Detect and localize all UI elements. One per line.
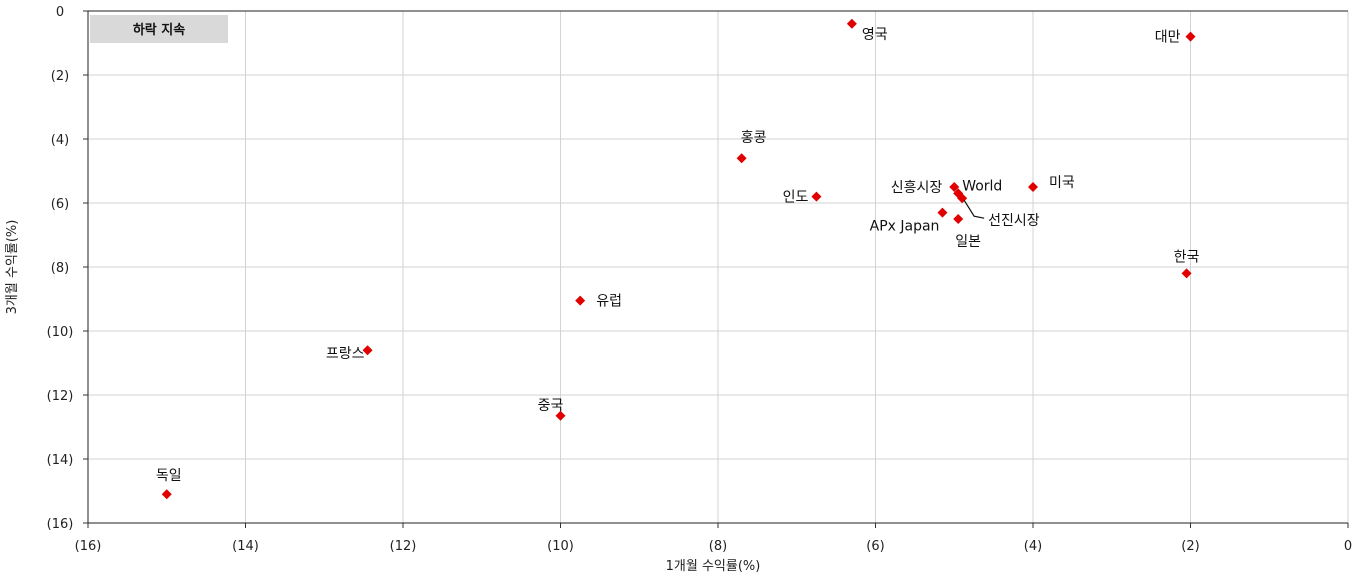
annotation-badge — [90, 15, 228, 43]
x-tick-label: (8) — [709, 539, 727, 554]
data-point-marker — [1028, 182, 1038, 192]
x-axis-title: 1개월 수익률(%) — [666, 559, 761, 574]
point-label: 미국 — [1049, 175, 1075, 191]
point-label: 프랑스 — [326, 346, 365, 362]
data-point-marker — [736, 153, 747, 164]
y-tick-label: (16) — [47, 517, 74, 532]
point-label: 인도 — [783, 190, 809, 206]
annotation-text: 하락 지속 — [133, 22, 185, 38]
data-point-marker — [575, 295, 586, 306]
x-tick-label: (12) — [390, 539, 417, 554]
data-point-marker — [949, 182, 960, 192]
data-points — [161, 18, 1196, 500]
point-label: 독일 — [156, 468, 182, 484]
y-tick-label: (10) — [47, 325, 74, 340]
data-point-marker — [846, 18, 857, 29]
data-point-marker — [1181, 268, 1192, 279]
point-label: 신흥시장 — [891, 180, 943, 196]
y-tick-label: (4) — [51, 133, 69, 148]
x-tick-label: (6) — [866, 539, 884, 554]
point-label: 대만 — [1155, 30, 1181, 46]
gridlines — [87, 10, 1349, 524]
y-tick-label: 0 — [56, 5, 64, 20]
y-tick-label: (12) — [47, 389, 74, 404]
point-label: APx Japan — [870, 219, 940, 235]
data-point-marker — [161, 489, 172, 500]
y-tick-label: (14) — [47, 453, 74, 468]
point-label: 일본 — [955, 234, 981, 250]
x-tick-label: (10) — [547, 539, 574, 554]
point-label: 유럽 — [596, 294, 622, 310]
x-tick-label: (16) — [75, 539, 102, 554]
y-tick-label: (2) — [51, 69, 69, 84]
data-point-marker — [555, 410, 566, 421]
x-tick-label: (4) — [1024, 539, 1042, 554]
point-label: 중국 — [538, 398, 564, 414]
label-leader-line — [963, 199, 985, 219]
tick-labels: (16) (14) (12) (10) (8) (6) (4) (2) 0 0 (2) (4) (6) (… — [47, 5, 1352, 554]
point-label: 선진시장 — [988, 213, 1040, 229]
data-point-marker — [811, 191, 822, 202]
axes — [83, 10, 1349, 528]
data-point-marker — [953, 214, 964, 224]
y-tick-label: (6) — [51, 197, 69, 212]
x-tick-label: (2) — [1181, 539, 1199, 554]
x-tick-label: 0 — [1344, 539, 1352, 554]
point-label: World — [962, 178, 1002, 194]
x-tick-label: (14) — [232, 539, 259, 554]
point-label: 한국 — [1174, 249, 1200, 265]
y-axis-title: 3개월 수익률(%) — [5, 220, 20, 315]
point-label: 영국 — [862, 27, 888, 43]
point-label: 홍콩 — [741, 130, 767, 146]
data-point-marker — [1185, 31, 1196, 42]
data-point-marker — [937, 207, 948, 218]
y-tick-label: (8) — [51, 261, 69, 276]
data-point-marker — [362, 345, 373, 356]
